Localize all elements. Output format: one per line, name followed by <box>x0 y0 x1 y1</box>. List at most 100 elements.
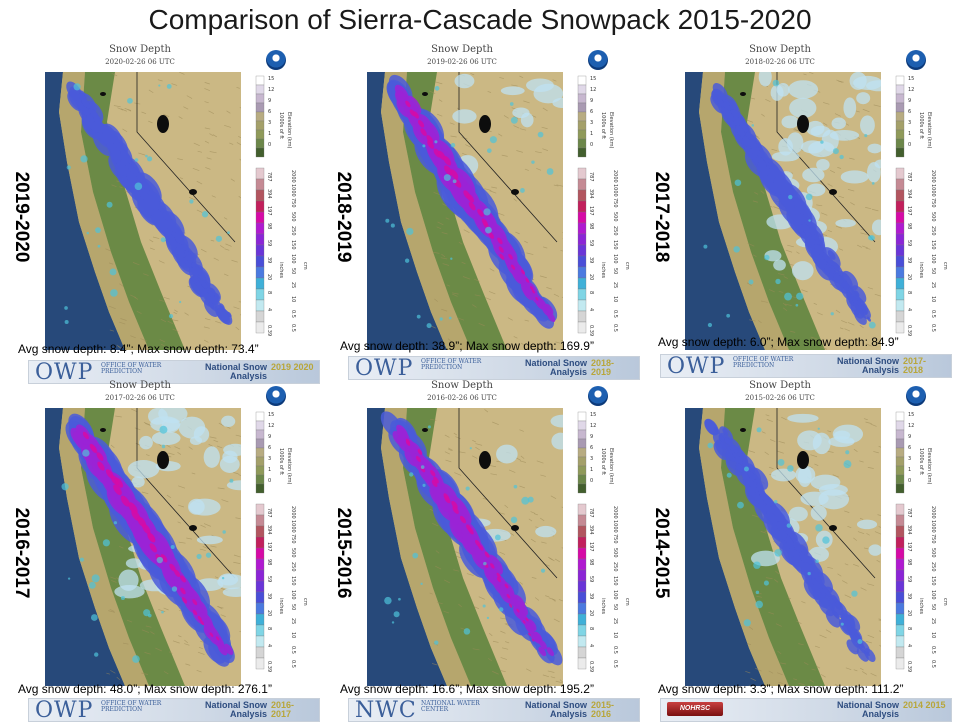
legend-tick-cm: 0.5 <box>290 646 296 654</box>
noaa-logo-icon <box>906 50 926 70</box>
legend-tick-inches: 4 <box>266 644 272 647</box>
legend-unit-cm: cm <box>302 262 308 270</box>
legend-tick-inches: 59 <box>266 576 272 582</box>
legend-tick-cm: 750 <box>612 198 618 208</box>
lake-tahoe <box>479 451 491 469</box>
banner-season-years: 2016- 2017 <box>271 701 315 719</box>
legend-tick-cm: 250 <box>290 562 296 572</box>
legend-tick-inches: 8 <box>906 291 912 294</box>
legend-tick-inches: 4 <box>266 308 272 311</box>
legend-tick-elevation: 12 <box>268 423 274 429</box>
legend-tick-cm: 25 <box>930 282 936 288</box>
legend-tick-inches: 8 <box>588 627 594 630</box>
legend-tick-cm: 10 <box>290 632 296 638</box>
legend-tick-inches: 39 <box>588 257 594 263</box>
map-canvas <box>367 72 563 350</box>
map-canvas <box>45 408 241 686</box>
agency-logo: OWP <box>667 354 725 378</box>
legend-tick-elevation: 1 <box>590 131 593 137</box>
legend-tick-cm: 100 <box>290 254 296 264</box>
legend-tick-elevation: 12 <box>908 423 914 429</box>
legend-tick-inches: 197 <box>906 542 912 552</box>
legend-tick-cm: 0.5 <box>612 324 618 332</box>
legend-unit-cm: cm <box>942 598 948 606</box>
season-text: 2014-2015 <box>650 508 672 599</box>
mono-lake <box>189 525 197 531</box>
legend-tick-elevation: 3 <box>908 456 911 462</box>
legend-tick-cm: 2000 <box>290 170 296 183</box>
legend-tick-inches: 98 <box>588 223 594 229</box>
season-label: 2016-2017 <box>0 528 46 578</box>
agency-name: OFFICE OF WATER PREDICTION <box>101 363 173 375</box>
legend-tick-elevation: 15 <box>908 76 914 82</box>
legend-tick-cm: 50 <box>290 604 296 610</box>
legend-tick-inches: 787 <box>588 508 594 518</box>
legend-tick-elevation: 6 <box>268 109 271 115</box>
legend-tick-elevation: 9 <box>908 434 911 440</box>
banner-product-name: National Snow Analysis <box>809 357 899 375</box>
legend-tick-inches: 8 <box>266 627 272 630</box>
legend-tick-inches: 20 <box>906 610 912 616</box>
snow-depth-map <box>367 408 563 686</box>
map-header: Snow Depth 2019-02-26 06 UTC <box>392 44 632 74</box>
legend-tick-inches: 39 <box>266 257 272 263</box>
legend-tick-elevation: 3 <box>908 120 911 126</box>
legend-tick-inches: 39 <box>906 257 912 263</box>
legend-tick-cm: 250 <box>930 226 936 236</box>
legend-tick-elevation: 0 <box>590 478 593 484</box>
legend-tick-inches: 39 <box>588 593 594 599</box>
legend-tick-inches: 4 <box>906 308 912 311</box>
legend-unit-cm: cm <box>942 262 948 270</box>
noaa-logo-icon <box>266 386 286 406</box>
noaa-logo-icon <box>588 50 608 70</box>
snow-depth-stats: Avg snow depth: 8.4”; Max snow depth: 73… <box>18 342 318 356</box>
snow-depth-stats: Avg snow depth: 16.6”; Max snow depth: 1… <box>340 682 640 696</box>
map-title: Snow Depth <box>70 44 210 55</box>
legend-tick-inches: 8 <box>266 291 272 294</box>
legend-tick-cm: 750 <box>930 534 936 544</box>
season-label: 2019-2020 <box>0 192 46 242</box>
legend-tick-cm: 750 <box>290 534 296 544</box>
legend-tick-inches: 98 <box>906 223 912 229</box>
legend-tick-inches: 197 <box>588 206 594 216</box>
legend-tick-cm: 100 <box>290 590 296 600</box>
legend-tick-cm: 50 <box>930 268 936 274</box>
legend-tick-inches: 787 <box>266 172 272 182</box>
legend-tick-cm: 250 <box>612 562 618 572</box>
legend-unit-inches: inches <box>278 598 284 615</box>
legend-tick-cm: 0.5 <box>612 310 618 318</box>
legend-unit-inches: inches <box>600 598 606 615</box>
legend-tick-cm: 150 <box>612 240 618 250</box>
agency-name: NATIONAL WATER CENTER <box>421 701 493 713</box>
legend-tick-inches: 59 <box>588 240 594 246</box>
legend-tick-cm: 2000 <box>930 506 936 519</box>
banner-season-years: 2019 2020 <box>271 363 315 372</box>
legend-tick-elevation: 9 <box>908 98 911 104</box>
lake-tahoe <box>157 451 169 469</box>
legend-tick-inches: 98 <box>906 559 912 565</box>
mono-lake <box>511 189 519 195</box>
legend-unit-elevation-ft: 1000s of ft <box>278 448 284 475</box>
snow-depth-map <box>685 72 881 350</box>
legend-tick-cm: 1000 <box>930 520 936 533</box>
map-date: 2019-02-26 06 UTC <box>392 58 532 66</box>
legend-tick-inches: 20 <box>588 610 594 616</box>
legend-unit-inches: inches <box>918 262 924 279</box>
legend-tick-cm: 10 <box>290 296 296 302</box>
legend-tick-inches: 394 <box>588 189 594 199</box>
mono-lake <box>189 189 197 195</box>
legend-tick-cm: 0.5 <box>930 660 936 668</box>
legend-tick-inches: 787 <box>266 508 272 518</box>
legend-unit-elevation-ft: 1000s of ft <box>600 112 606 139</box>
map-title: Snow Depth <box>392 44 532 55</box>
legend-tick-elevation: 0 <box>268 478 271 484</box>
legend-unit-cm: cm <box>624 262 630 270</box>
legend-tick-cm: 150 <box>612 576 618 586</box>
